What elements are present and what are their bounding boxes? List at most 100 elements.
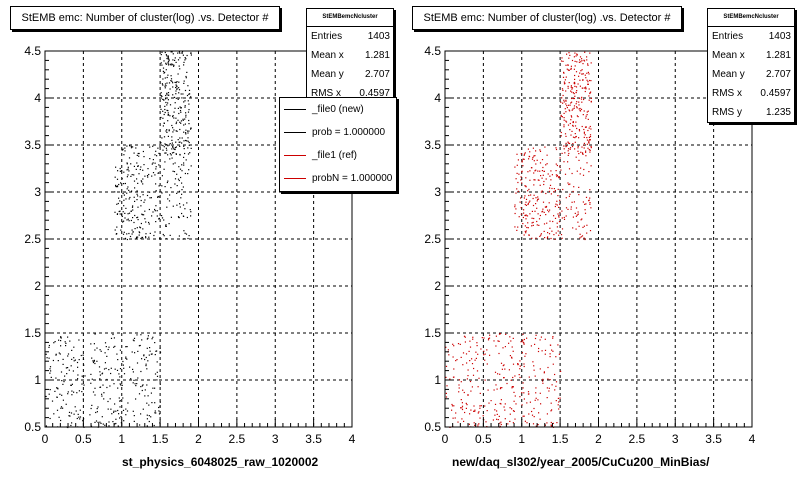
scatter-point xyxy=(571,87,574,89)
scatter-point xyxy=(166,109,168,111)
scatter-point xyxy=(70,365,72,367)
scatter-point xyxy=(183,101,185,103)
scatter-point xyxy=(154,210,156,212)
scatter-point xyxy=(578,101,580,103)
scatter-point xyxy=(137,236,139,238)
stats-value: 0.4597 xyxy=(359,88,390,99)
scatter-point xyxy=(139,168,141,171)
scatter-point xyxy=(497,373,499,375)
scatter-point xyxy=(496,418,498,420)
scatter-point xyxy=(564,79,566,81)
scatter-point xyxy=(514,395,516,397)
scatter-point xyxy=(170,154,172,156)
scatter-point xyxy=(149,158,151,160)
scatter-point xyxy=(161,64,163,66)
x-tick-label: 2 xyxy=(195,432,202,446)
scatter-point xyxy=(136,334,138,336)
scatter-point xyxy=(573,97,575,100)
scatter-point xyxy=(73,357,75,359)
scatter-point xyxy=(527,190,529,192)
scatter-point xyxy=(92,360,94,362)
scatter-point xyxy=(577,83,579,85)
scatter-point xyxy=(60,337,62,339)
scatter-point xyxy=(532,423,535,425)
scatter-point xyxy=(174,102,176,104)
scatter-point xyxy=(90,407,92,410)
scatter-point xyxy=(555,356,557,358)
scatter-point xyxy=(154,208,156,211)
scatter-point xyxy=(152,211,154,213)
scatter-point xyxy=(96,347,98,349)
scatter-point xyxy=(535,392,537,394)
scatter-point xyxy=(180,197,182,199)
scatter-point xyxy=(575,228,577,230)
scatter-point xyxy=(467,375,469,377)
scatter-point xyxy=(527,203,529,206)
scatter-point xyxy=(494,371,497,373)
scatter-point xyxy=(512,410,515,412)
scatter-point xyxy=(152,172,155,174)
scatter-point xyxy=(474,409,476,411)
scatter-point xyxy=(589,149,591,151)
scatter-point xyxy=(583,98,585,101)
scatter-point xyxy=(483,354,485,356)
y-tick-label: 0.5 xyxy=(424,420,441,434)
scatter-point xyxy=(149,232,151,234)
scatter-point xyxy=(580,236,582,238)
scatter-point xyxy=(126,233,128,235)
scatter-point xyxy=(513,400,515,402)
scatter-point xyxy=(560,169,562,171)
scatter-point xyxy=(177,98,179,100)
scatter-point xyxy=(538,179,540,181)
scatter-point xyxy=(187,173,189,175)
stats-label: RMS x xyxy=(712,88,742,99)
scatter-point xyxy=(546,154,548,156)
scatter-point xyxy=(531,210,533,212)
stats-label: Entries xyxy=(311,31,343,42)
scatter-point xyxy=(576,107,578,109)
scatter-point xyxy=(165,98,167,100)
scatter-point xyxy=(457,421,459,423)
y-tick-label: 1.5 xyxy=(424,326,441,340)
scatter-point xyxy=(541,190,543,192)
scatter-point xyxy=(152,159,154,161)
scatter-point xyxy=(150,197,152,199)
scatter-point xyxy=(188,169,190,171)
scatter-point xyxy=(518,216,520,218)
scatter-point xyxy=(556,222,558,224)
scatter-point xyxy=(162,98,164,100)
scatter-point xyxy=(117,170,119,172)
scatter-point xyxy=(179,121,181,123)
scatter-point xyxy=(570,85,572,87)
stats-row: Mean x 1.281 xyxy=(708,46,794,65)
scatter-point xyxy=(542,208,544,210)
scatter-point xyxy=(532,361,534,363)
scatter-point xyxy=(167,61,169,63)
scatter-point xyxy=(571,172,573,175)
scatter-point xyxy=(156,375,159,377)
scatter-point xyxy=(578,130,581,132)
left-stats-box: StEMBemcNcluster Entries 1403 Mean x 1.281 M… xyxy=(306,8,394,104)
scatter-point xyxy=(588,99,590,101)
scatter-point xyxy=(586,56,588,58)
scatter-point xyxy=(61,380,63,382)
scatter-point xyxy=(166,82,168,84)
scatter-point xyxy=(484,405,486,407)
scatter-point xyxy=(178,179,180,182)
scatter-point xyxy=(558,221,561,223)
scatter-point xyxy=(154,154,156,156)
scatter-point xyxy=(173,111,175,113)
scatter-point xyxy=(541,177,543,179)
scatter-point xyxy=(514,212,516,215)
scatter-point xyxy=(75,410,77,412)
scatter-point xyxy=(133,152,135,154)
scatter-point xyxy=(546,413,548,415)
scatter-point xyxy=(543,371,545,373)
scatter-point xyxy=(166,131,168,133)
scatter-point xyxy=(567,150,569,152)
scatter-point xyxy=(555,170,557,172)
scatter-point xyxy=(165,69,167,71)
scatter-point xyxy=(179,110,182,112)
scatter-point xyxy=(128,220,130,222)
scatter-point xyxy=(554,190,556,192)
